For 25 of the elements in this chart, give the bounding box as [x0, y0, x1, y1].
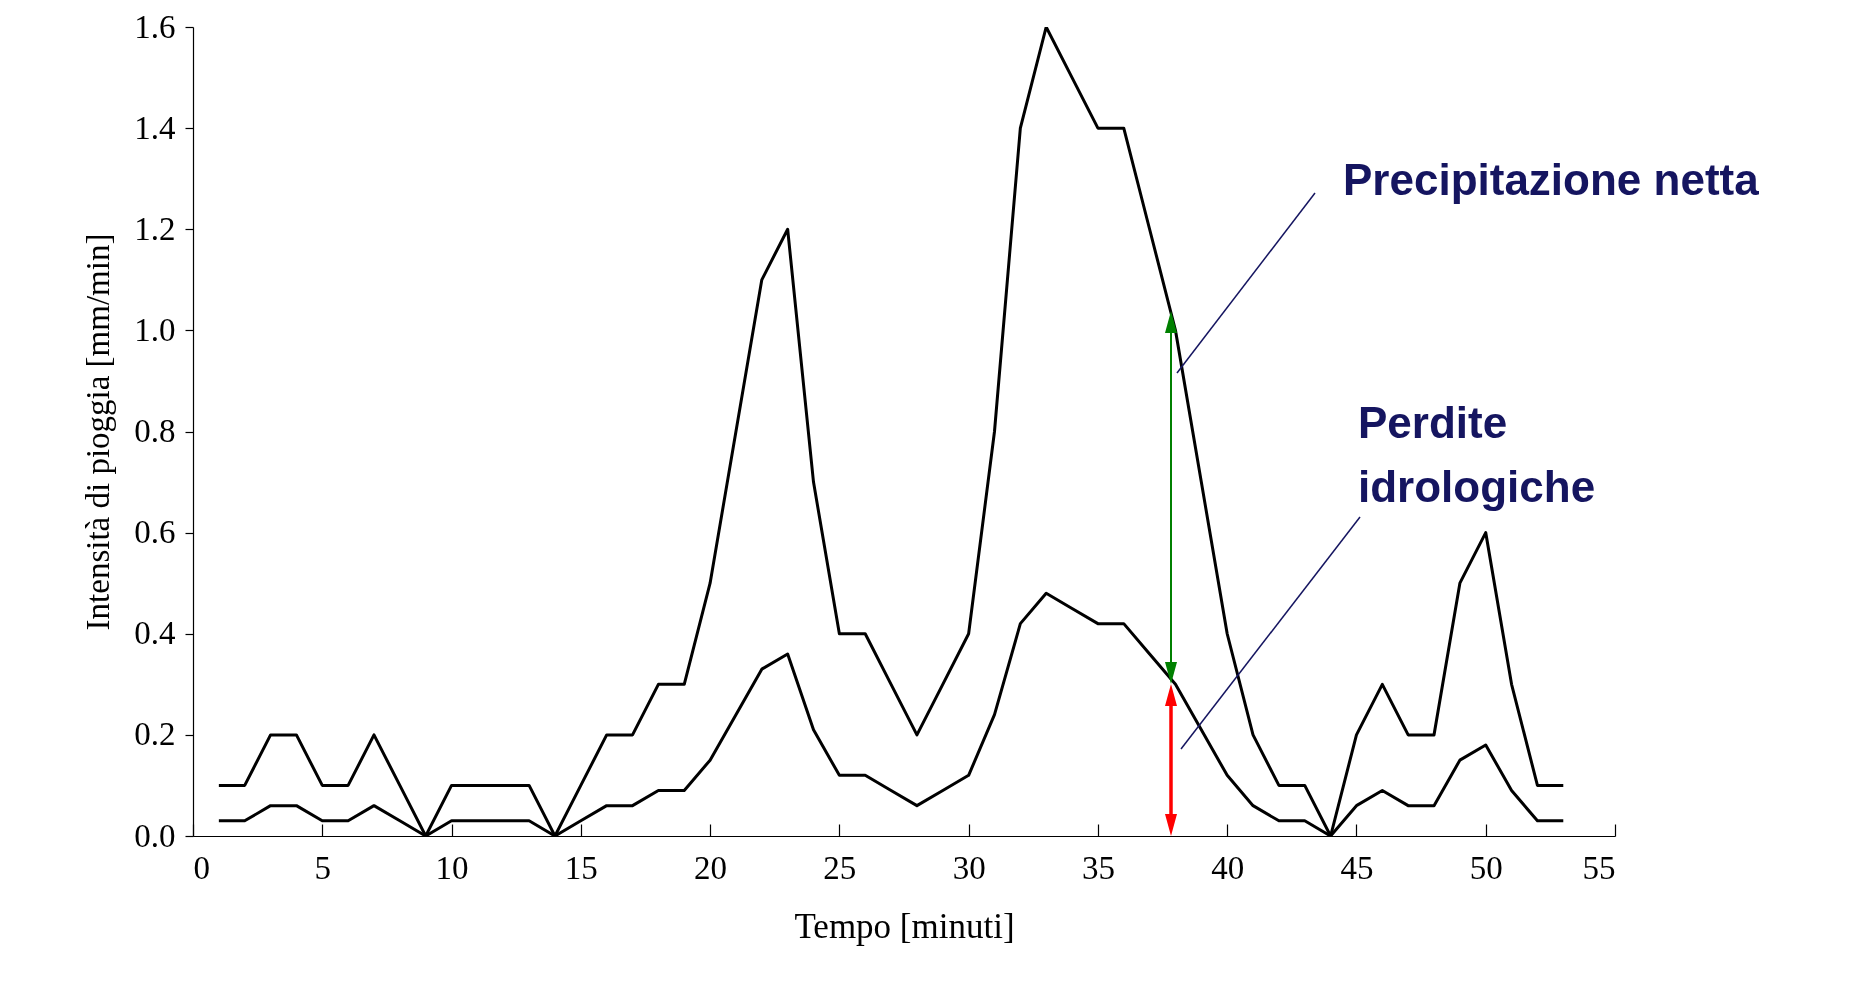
x-tick-label: 10 [435, 849, 469, 886]
y-tick-label: 0.4 [134, 615, 176, 652]
x-tick-label: 50 [1469, 849, 1503, 886]
y-tick-label: 1.6 [134, 8, 176, 45]
y-tick-label: 0.8 [134, 413, 176, 449]
annotation: Precipitazione netta [1343, 155, 1760, 204]
x-tick-label: 40 [1211, 849, 1245, 886]
y-tick-label: 1.2 [134, 210, 176, 247]
y-axis-title: Intensità di pioggia [mm/min] [80, 233, 117, 631]
annotation: Perdite idrologiche [1358, 398, 1596, 511]
y-tick-label: 0.2 [134, 716, 176, 753]
x-axis-title: Tempo [minuti] [794, 906, 1015, 946]
y-tick-label: 0.6 [134, 514, 176, 551]
y-tick-label: 1.0 [134, 311, 176, 348]
x-tick-label: 25 [823, 849, 857, 886]
x-tick-label: 5 [314, 849, 332, 886]
x-tick-label: 55 [1582, 849, 1616, 886]
x-tick-label: 20 [694, 849, 728, 886]
y-tick-label: 1.4 [134, 109, 176, 146]
x-tick-label: 35 [1081, 849, 1115, 886]
x-tick-label: 45 [1340, 849, 1374, 886]
x-tick-label: 15 [564, 849, 598, 886]
x-tick-label: 30 [952, 849, 986, 886]
x-tick-label: 0 [193, 849, 210, 886]
y-tick-label: 0.0 [134, 817, 176, 854]
